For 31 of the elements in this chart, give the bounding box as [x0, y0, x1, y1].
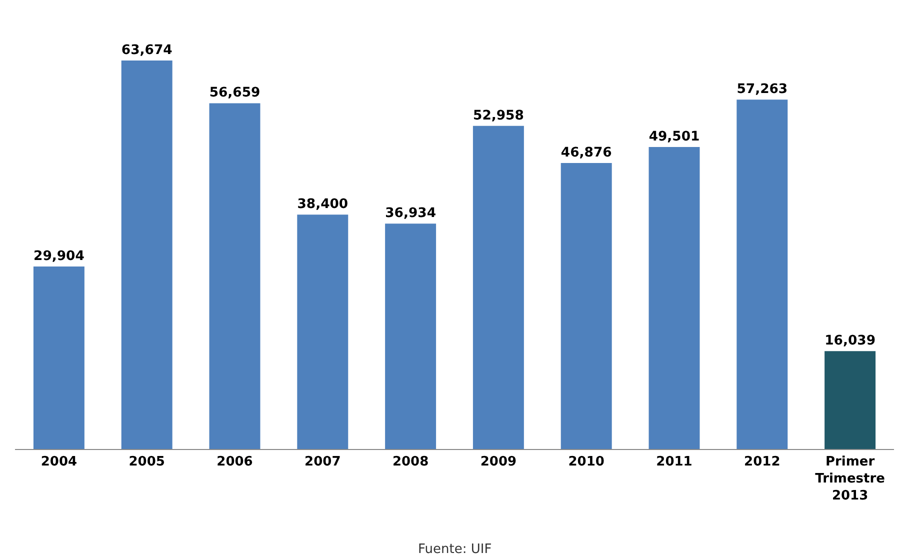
bar: [648, 146, 700, 449]
bar: [385, 224, 436, 449]
x-tick-label: 2008: [392, 454, 429, 470]
data-label: 38,400: [297, 197, 348, 212]
bar: [209, 103, 260, 449]
data-label: 52,958: [473, 108, 524, 124]
x-tick-label: 2011: [656, 454, 692, 470]
source-note: Fuente: UIF: [418, 542, 492, 557]
x-tick-label: 2006: [216, 454, 253, 470]
data-label: 49,501: [648, 129, 700, 144]
bar: [33, 266, 84, 449]
data-label: 36,934: [385, 206, 436, 222]
x-tick-label: 2010: [568, 454, 604, 470]
data-label: 56,659: [209, 86, 260, 101]
x-tick-label: 2009: [480, 454, 517, 470]
x-tick-label: Primer Trimestre 2013: [815, 454, 886, 504]
x-tick-label: 2007: [304, 454, 341, 470]
data-label: 46,876: [560, 145, 612, 160]
bar: [297, 214, 348, 449]
x-tick-label: 2005: [128, 454, 165, 470]
data-label: 57,263: [736, 82, 788, 98]
bar: [824, 351, 876, 449]
bar: [472, 126, 524, 449]
bar: [560, 162, 612, 449]
data-label: 63,674: [121, 42, 172, 58]
bar: [121, 60, 172, 449]
bar: [736, 100, 788, 449]
x-tick-label: 2012: [744, 454, 780, 470]
data-label: 16,039: [824, 334, 876, 349]
data-label: 29,904: [34, 248, 84, 264]
x-tick-label: 2004: [40, 454, 78, 470]
